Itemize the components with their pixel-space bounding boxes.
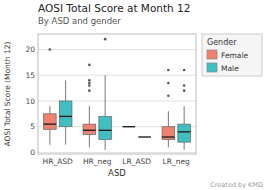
- whisker: [89, 106, 90, 124]
- median: [99, 130, 112, 131]
- box: [123, 126, 136, 127]
- flier: [88, 79, 91, 82]
- box: [44, 114, 57, 129]
- legend-swatch: [207, 63, 217, 72]
- flier: [88, 82, 91, 85]
- y-tick-label: 5: [30, 122, 35, 131]
- flier: [88, 89, 91, 92]
- x-tick-label: HR_ASD: [43, 157, 73, 166]
- box: [162, 127, 175, 140]
- chart: AOSI Total Score at Month 12 By ASD and g…: [0, 0, 266, 190]
- box: [59, 101, 72, 127]
- y-tick-label: 0: [30, 148, 35, 157]
- box: [99, 116, 112, 139]
- flier: [88, 84, 91, 87]
- median: [123, 126, 136, 127]
- box: [83, 124, 96, 134]
- median: [83, 130, 96, 131]
- title: AOSI Total Score at Month 12: [38, 2, 190, 14]
- whisker: [49, 106, 50, 114]
- whisker: [105, 75, 106, 116]
- legend-label: Male: [221, 64, 239, 73]
- whisker: [168, 140, 169, 148]
- x-tick-label: LR_neg: [163, 157, 191, 166]
- plot-frame: [38, 34, 196, 154]
- flier: [167, 69, 170, 72]
- subtitle: By ASD and gender: [38, 16, 121, 26]
- grid: [38, 49, 196, 152]
- flier: [183, 84, 186, 87]
- median: [178, 131, 191, 132]
- median: [138, 136, 151, 137]
- median: [59, 116, 72, 117]
- median: [44, 123, 57, 124]
- legend-swatch: [207, 50, 217, 59]
- legend: Gender Female Male: [202, 34, 262, 76]
- legend-box: [202, 34, 262, 76]
- y-tick-label: 15: [25, 71, 35, 80]
- median: [162, 136, 175, 137]
- x-tick-label: LR_ASD: [122, 157, 151, 166]
- annotation: Created by KMD: [210, 181, 263, 189]
- grid-line: [38, 152, 196, 153]
- whisker: [184, 106, 185, 124]
- whisker: [168, 111, 169, 126]
- x-tick-label: HR_neg: [83, 157, 112, 166]
- whisker: [89, 134, 90, 147]
- whisker: [65, 127, 66, 145]
- legend-title: Gender: [207, 38, 237, 47]
- flier: [183, 69, 186, 72]
- grid-line: [38, 49, 196, 50]
- whisker: [65, 80, 66, 101]
- marks: [44, 38, 191, 150]
- flier: [167, 95, 170, 98]
- flier: [167, 82, 170, 85]
- flier: [88, 64, 91, 67]
- box: [138, 137, 151, 138]
- grid-line: [38, 75, 196, 76]
- flier: [183, 89, 186, 92]
- legend-label: Female: [221, 51, 249, 60]
- box: [178, 124, 191, 142]
- whisker: [49, 129, 50, 144]
- whisker: [184, 142, 185, 150]
- y-axis-label: AOSI Total Score (Month 12): [3, 42, 12, 147]
- x-axis-label: ASD: [108, 168, 126, 178]
- y-tick-label: 10: [25, 97, 35, 106]
- flier: [49, 48, 52, 51]
- flier: [104, 38, 107, 41]
- y-tick-label: 20: [25, 45, 35, 54]
- whisker: [105, 140, 106, 150]
